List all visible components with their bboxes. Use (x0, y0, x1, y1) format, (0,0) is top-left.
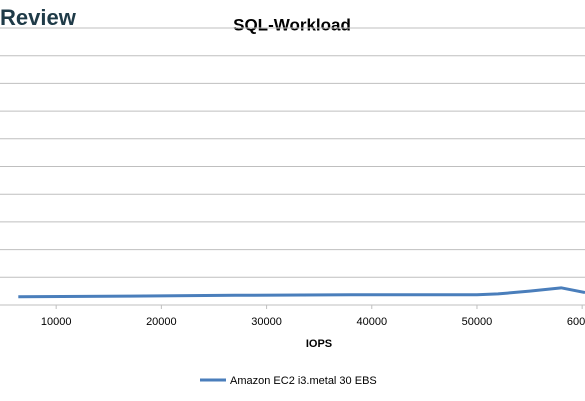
x-axis-label: IOPS (306, 338, 332, 350)
x-tick-label: 20000 (146, 316, 177, 328)
x-tick-label: 50000 (462, 316, 493, 328)
series-line (18, 286, 585, 299)
legend-label: Amazon EC2 i3.metal 30 EBS (230, 375, 377, 387)
x-tick-label: 40000 (356, 316, 387, 328)
brand-logo: Review (0, 5, 77, 30)
x-tick-label: 10000 (41, 316, 72, 328)
chart-title: SQL-Workload (233, 15, 351, 34)
x-tick-label: 60000 (567, 316, 585, 328)
x-tick-label: 30000 (251, 316, 282, 328)
